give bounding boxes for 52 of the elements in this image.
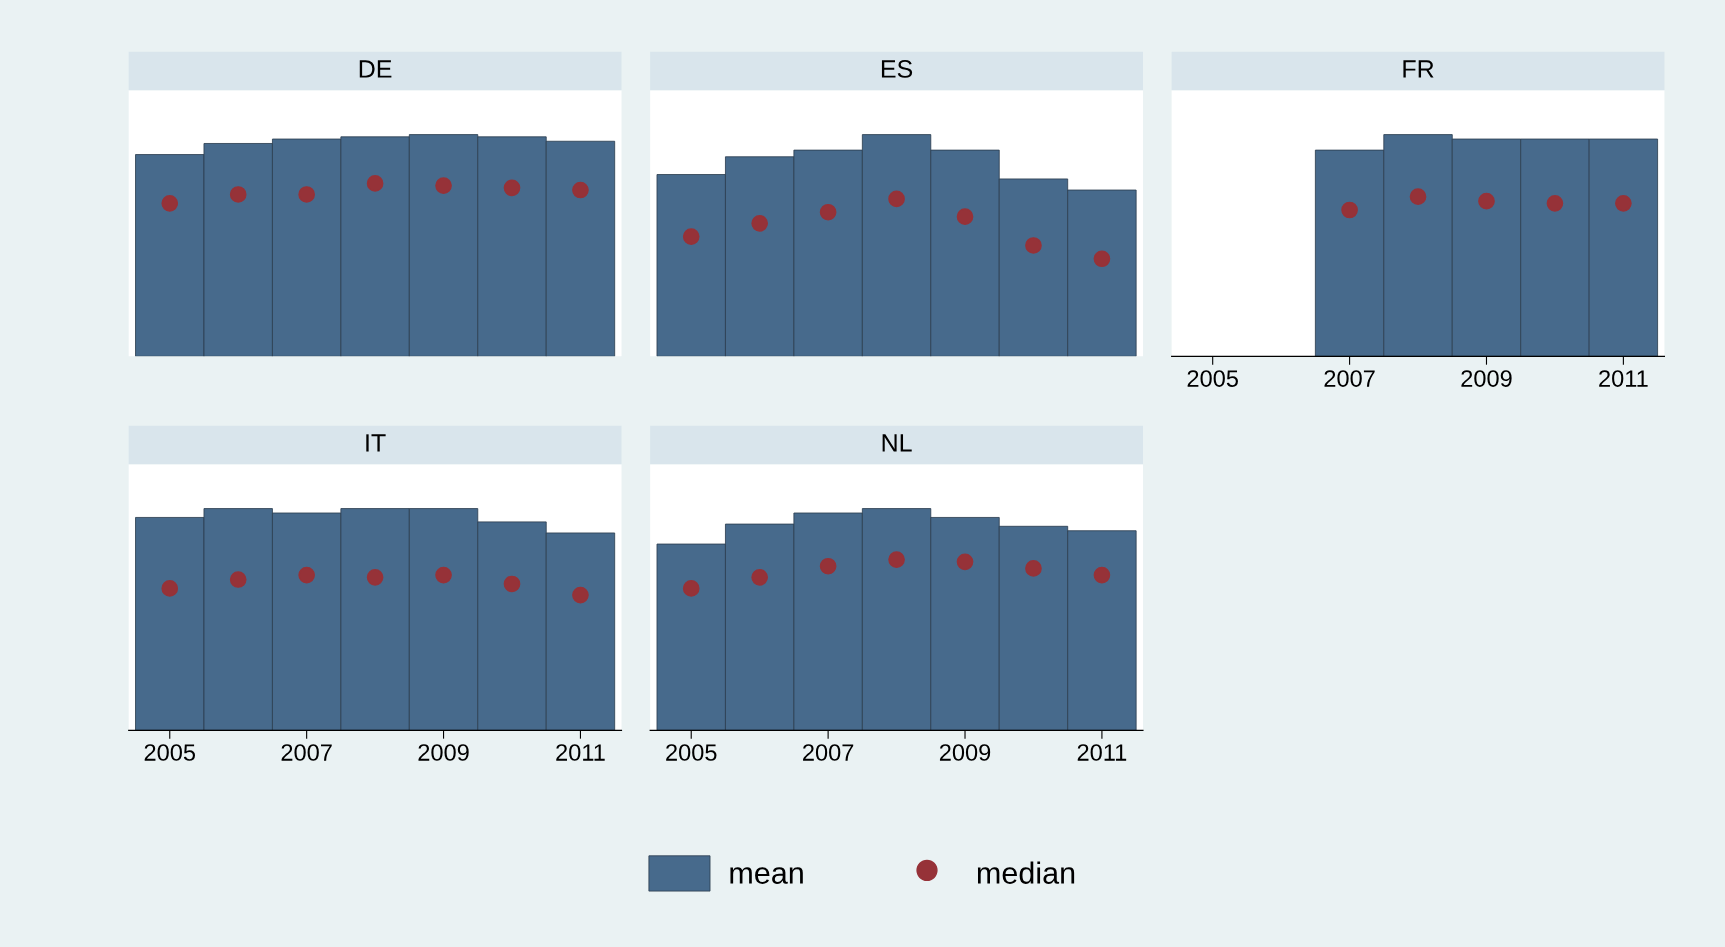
point <box>1546 195 1564 212</box>
point <box>298 186 315 203</box>
point <box>1093 250 1111 268</box>
point <box>1025 560 1042 577</box>
point <box>682 580 700 597</box>
point <box>682 228 700 245</box>
point <box>1615 195 1632 212</box>
point <box>751 568 769 586</box>
legend-label: mean <box>730 867 803 884</box>
point <box>956 553 974 571</box>
point <box>229 571 247 588</box>
point <box>888 190 905 208</box>
point <box>435 566 452 584</box>
chart-title: FR <box>1403 60 1434 78</box>
point <box>366 568 384 586</box>
point <box>819 203 837 221</box>
x-tick-label: 2009 <box>418 744 469 761</box>
point <box>161 580 179 597</box>
point <box>161 195 179 212</box>
point <box>888 551 905 568</box>
point <box>572 586 589 604</box>
point <box>572 181 589 199</box>
chart-title: NL <box>882 434 912 452</box>
x-tick-label: 2009 <box>1461 370 1512 387</box>
x-tick-label: 2009 <box>939 744 991 761</box>
x-tick-label: 2007 <box>281 744 332 761</box>
point <box>751 214 769 232</box>
chart-title: DE <box>359 60 392 78</box>
chart-title: IT <box>366 434 386 452</box>
point <box>1478 192 1495 210</box>
x-tick-label: 2011 <box>1077 744 1127 761</box>
point <box>1409 188 1427 206</box>
point <box>819 557 837 575</box>
point <box>229 186 247 203</box>
x-tick-label: 2005 <box>1187 370 1238 387</box>
point <box>1093 566 1111 584</box>
point <box>1341 201 1358 219</box>
x-tick-label: 2005 <box>144 744 196 761</box>
legend-label: median <box>977 861 1075 884</box>
point <box>503 179 521 197</box>
point <box>435 177 452 194</box>
point <box>298 566 315 584</box>
x-tick-label: 2007 <box>1324 370 1375 387</box>
chart-title: ES <box>881 60 913 78</box>
x-tick-label: 2011 <box>1599 370 1648 387</box>
point <box>366 175 384 192</box>
x-tick-label: 2011 <box>556 744 605 761</box>
point <box>503 575 521 593</box>
point <box>1025 237 1042 254</box>
x-tick-label: 2005 <box>666 744 717 761</box>
x-tick-label: 2007 <box>803 744 854 761</box>
point <box>956 208 974 225</box>
